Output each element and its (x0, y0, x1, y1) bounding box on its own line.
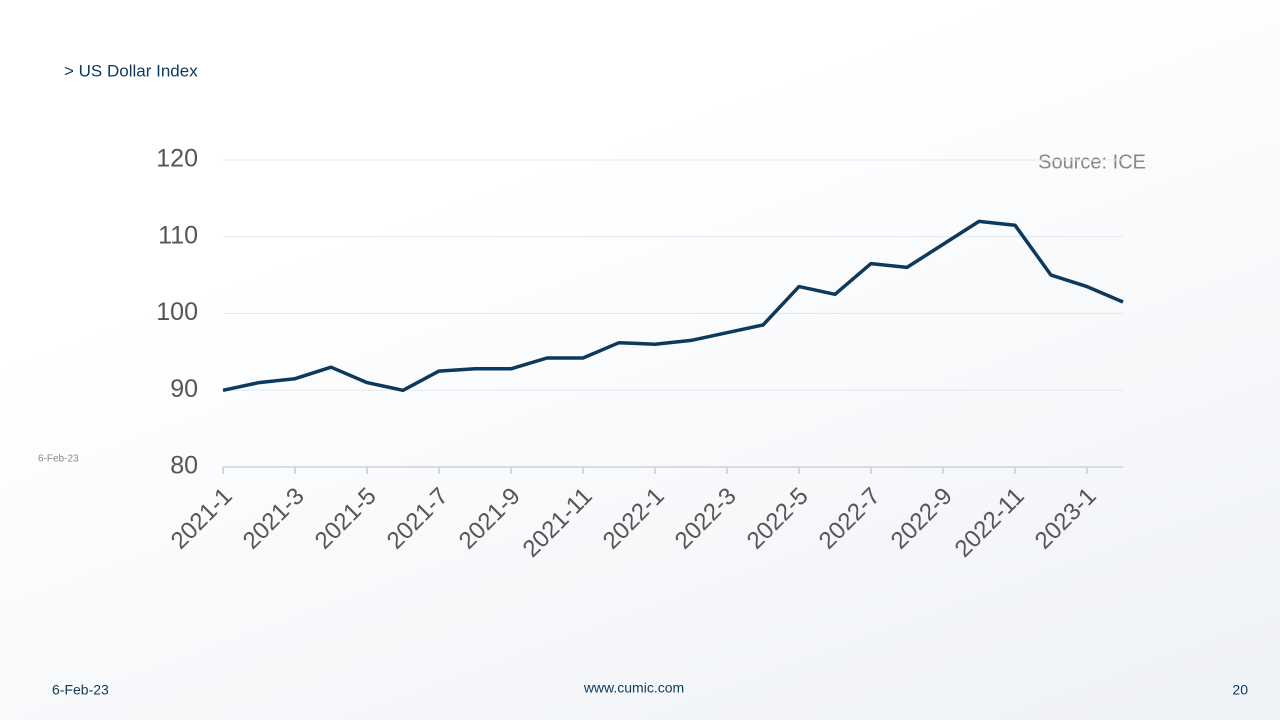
x-tick-label: 2022-7 (814, 483, 886, 555)
x-tick-label: 2022-11 (950, 483, 1030, 563)
y-tick-label: 90 (170, 375, 198, 403)
x-tick-label: 2021-1 (166, 483, 238, 555)
footer-website: www.cumic.com (583, 680, 684, 696)
source-note: Source: ICE (1038, 151, 1146, 173)
x-tick-label: 2021-7 (382, 483, 454, 555)
x-tick-label: 2022-9 (886, 483, 958, 555)
page-number: 20 (1232, 682, 1248, 698)
index-line (222, 219, 1124, 393)
slide-heading: > US Dollar Index (64, 61, 198, 80)
x-tick-label: 2022-5 (742, 483, 814, 555)
x-tick-label: 2021-9 (454, 483, 526, 555)
x-tick-label: 2023-1 (1030, 483, 1102, 555)
y-tick-label: 100 (156, 298, 198, 326)
y-tick-label: 110 (158, 221, 198, 249)
x-tick-label: 2021-5 (310, 483, 382, 555)
side-date: 6-Feb-23 (38, 454, 79, 465)
x-tick-label: 2021-3 (238, 483, 310, 555)
x-tick-label: 2021-11 (518, 483, 598, 563)
y-tick-label: 120 (156, 145, 198, 173)
x-tick-label: 2022-1 (598, 483, 670, 555)
x-tick-label: 2022-3 (670, 483, 742, 555)
footer-date: 6-Feb-23 (52, 682, 109, 698)
y-tick-label: 80 (170, 452, 198, 480)
